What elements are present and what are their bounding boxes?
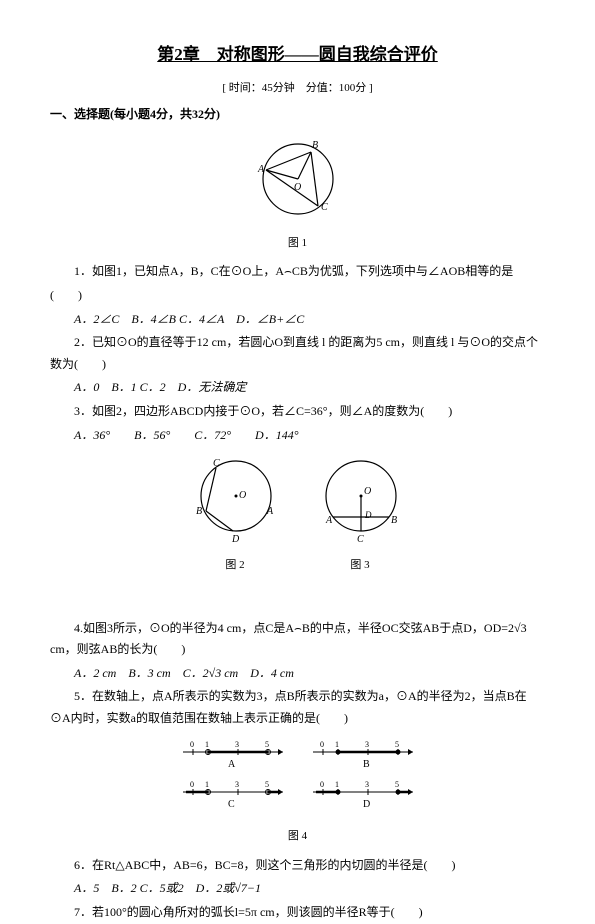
svg-text:O: O	[239, 490, 246, 501]
fig1-label: 图 1	[50, 234, 545, 254]
svg-text:C: C	[213, 458, 220, 469]
svg-text:C: C	[321, 202, 328, 213]
svg-text:B: B	[391, 515, 397, 526]
svg-text:A: A	[266, 506, 274, 517]
figure-row-2-3: C B D O A 图 2 A B C D O 图 3	[50, 456, 545, 575]
svg-text:5: 5	[265, 780, 269, 789]
svg-text:3: 3	[365, 740, 369, 749]
q2-options: A．0 B．1 C．2 D．无法确定	[50, 377, 545, 399]
svg-text:B: B	[312, 140, 318, 151]
svg-text:3: 3	[365, 780, 369, 789]
svg-text:O: O	[294, 182, 301, 193]
question-3: 3．如图2，四边形ABCD内接于⊙O，若∠C=36°，则∠A的度数为( )	[50, 401, 545, 423]
svg-text:A: A	[257, 164, 265, 175]
svg-text:0: 0	[320, 780, 324, 789]
svg-text:C: C	[228, 799, 235, 810]
svg-text:D: D	[363, 799, 370, 810]
svg-text:A: A	[228, 759, 236, 770]
subtitle: [ 时间：45分钟 分值：100分 ]	[50, 79, 545, 99]
svg-text:1: 1	[205, 780, 209, 789]
fig3-label: 图 3	[313, 556, 408, 576]
question-7: 7．若100°的圆心角所对的弧长l=5π cm，则该圆的半径R等于( )	[50, 902, 545, 924]
svg-text:5: 5	[395, 780, 399, 789]
svg-text:0: 0	[320, 740, 324, 749]
svg-text:D: D	[364, 510, 372, 520]
svg-text:0: 0	[190, 740, 194, 749]
q4-options: A．2 cm B．3 cm C．2√3 cm D．4 cm	[50, 663, 545, 685]
figure-1: A B C O 图 1	[50, 134, 545, 253]
svg-text:A: A	[325, 515, 333, 526]
page-title: 第2章 对称图形——圆自我综合评价	[50, 40, 545, 71]
question-1: 1．如图1，已知点A，B，C在⊙O上，A⌢CB为优弧，下列选项中与∠AOB相等的…	[50, 261, 545, 283]
svg-text:1: 1	[335, 740, 339, 749]
q1-options: A．2∠C B．4∠B C．4∠A D．∠B+∠C	[50, 309, 545, 331]
figure-4: 0 1 3 5 A 0 1 3 5 B	[50, 737, 545, 846]
svg-text:B: B	[363, 759, 370, 770]
q1-paren: ( )	[50, 285, 545, 307]
svg-text:3: 3	[235, 780, 239, 789]
svg-text:O: O	[364, 486, 371, 497]
fig4-label: 图 4	[50, 827, 545, 847]
question-2: 2．已知⊙O的直径等于12 cm，若圆心O到直线 l 的距离为5 cm，则直线 …	[50, 332, 545, 375]
svg-text:1: 1	[205, 740, 209, 749]
fig2-label: 图 2	[188, 556, 283, 576]
svg-text:3: 3	[235, 740, 239, 749]
svg-text:D: D	[231, 534, 240, 545]
q3-options: A．36° B．56° C．72° D．144°	[50, 425, 545, 447]
svg-text:B: B	[196, 506, 202, 517]
svg-text:C: C	[357, 534, 364, 545]
svg-text:5: 5	[265, 740, 269, 749]
svg-text:1: 1	[335, 780, 339, 789]
section-header: 一、选择题(每小题4分，共32分)	[50, 104, 545, 126]
question-5: 5．在数轴上，点A所表示的实数为3，点B所表示的实数为a，⊙A的半径为2，当点B…	[50, 686, 545, 729]
svg-text:0: 0	[190, 780, 194, 789]
q6-options: A．5 B．2 C．5或2 D．2或√7−1	[50, 878, 545, 900]
question-6: 6．在Rt△ABC中，AB=6，BC=8，则这个三角形的内切圆的半径是( )	[50, 855, 545, 877]
svg-text:5: 5	[395, 740, 399, 749]
question-4: 4.如图3所示，⊙O的半径为4 cm，点C是A⌢B的中点，半径OC交弦AB于点D…	[50, 618, 545, 661]
